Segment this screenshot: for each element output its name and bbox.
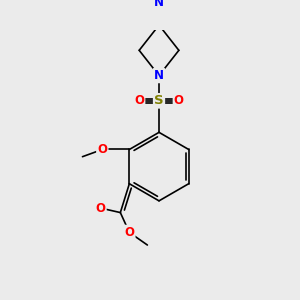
Text: O: O (97, 143, 107, 156)
Text: O: O (134, 94, 144, 107)
Text: O: O (174, 94, 184, 107)
Text: O: O (95, 202, 106, 214)
Text: O: O (124, 226, 134, 239)
Text: N: N (154, 0, 164, 9)
Text: N: N (154, 69, 164, 82)
Text: S: S (154, 94, 164, 107)
